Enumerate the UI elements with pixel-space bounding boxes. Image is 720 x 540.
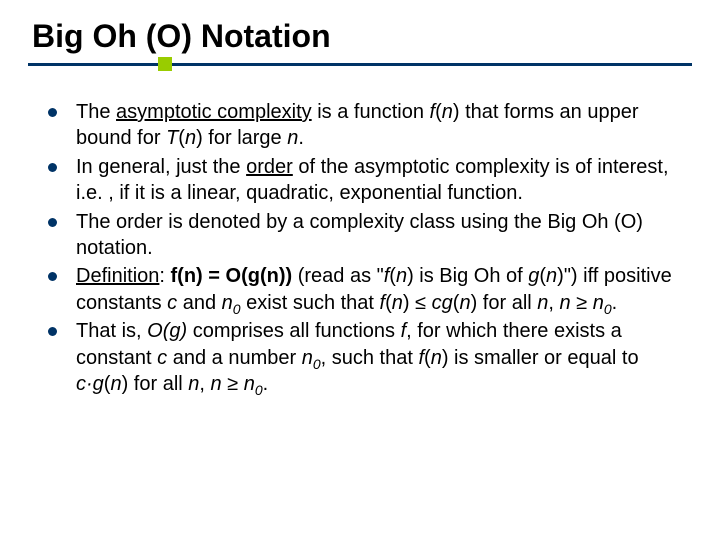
text-run: n [302,347,313,369]
text-run: ( [385,292,392,314]
text-run: 0 [313,356,321,372]
text-run: In general, just the [76,156,246,178]
text-run: ≥ [571,292,593,314]
text-run: ) is smaller or equal to [442,347,639,369]
text-run: c [157,347,167,369]
text-run: (read as " [292,265,384,287]
text-run: n [593,292,604,314]
text-run: n [222,292,233,314]
text-run: ) ≤ [403,292,432,314]
text-run: n [185,127,196,149]
rule-line [28,63,692,66]
text-run: ≥ [222,373,244,395]
text-run: n [442,101,453,123]
text-run: n [537,292,548,314]
title-block: Big Oh (O) Notation [28,18,692,71]
title-rule [28,61,692,71]
text-run: ( [435,101,442,123]
text-run: , [548,292,559,314]
bullet-item: That is, O(g) comprises all functions f,… [42,318,688,397]
text-run: ( [178,127,185,149]
text-run: n [431,347,442,369]
text-run: n [560,292,571,314]
text-run: The [76,101,116,123]
text-run: n [188,373,199,395]
text-run: asymptotic complexity [116,101,312,123]
text-run: n [392,292,403,314]
text-run: cg [432,292,453,314]
bullet-list: The asymptotic complexity is a function … [42,99,688,397]
text-run: n [396,265,407,287]
text-run: . [298,127,304,149]
text-run: exist such that [241,292,380,314]
text-run: n [211,373,222,395]
bullet-item: In general, just the order of the asympt… [42,154,688,207]
text-run: c [167,292,177,314]
slide: Big Oh (O) Notation The asymptotic compl… [0,0,720,540]
text-run: and a number [167,347,302,369]
text-run: , such that [321,347,419,369]
text-run: n [110,373,121,395]
content: The asymptotic complexity is a function … [28,99,692,397]
bullet-item: The order is denoted by a complexity cla… [42,209,688,262]
text-run: T [166,127,178,149]
text-run: ) for all [471,292,538,314]
text-run: Definition [76,265,159,287]
text-run: 0 [233,301,241,317]
text-run: . [612,292,618,314]
text-run: ) for all [122,373,189,395]
text-run: ( [424,347,431,369]
bullet-item: The asymptotic complexity is a function … [42,99,688,152]
text-run: That is, [76,320,147,342]
text-run: order [246,156,293,178]
text-run: , [199,373,210,395]
text-run: n [287,127,298,149]
text-run: . [263,373,269,395]
text-run: O(g) [147,320,187,342]
slide-title: Big Oh (O) Notation [28,18,692,61]
text-run: 0 [255,382,263,398]
text-run: ) is Big Oh of [407,265,528,287]
accent-square-icon [158,57,172,71]
text-run: c·g [76,373,104,395]
text-run: is a function [312,101,430,123]
text-run: n [546,265,557,287]
bullet-item: Definition: f(n) = O(g(n)) (read as "f(n… [42,263,688,316]
text-run: n [244,373,255,395]
text-run: and [177,292,221,314]
text-run: The order is denoted by a complexity cla… [76,211,643,259]
text-run: g [528,265,539,287]
text-run: n [459,292,470,314]
text-run: : [159,265,170,287]
text-run: ( [389,265,396,287]
text-run: f(n) = O(g(n)) [171,265,293,287]
text-run: 0 [604,301,612,317]
text-run: comprises all functions [187,320,400,342]
text-run: ) for large [196,127,287,149]
